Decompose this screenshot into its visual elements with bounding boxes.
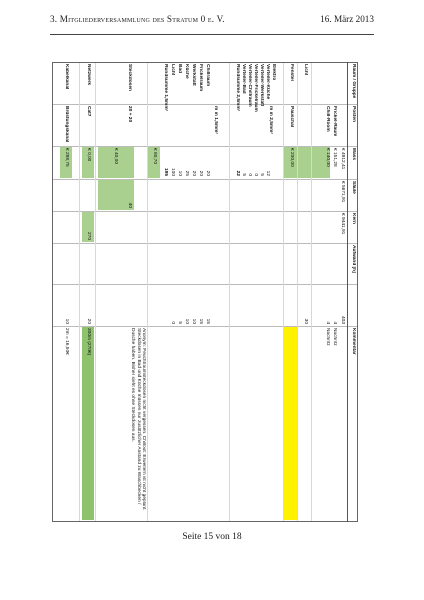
kern-netzwerk: 270 [86, 231, 91, 240]
posten-kabelkanal: Brüstungskanal [64, 106, 69, 143]
total-mass: € 4912,41 [340, 148, 345, 170]
raum-v-werkstatt: Verteiler-Werkstatt [259, 64, 264, 107]
posten-frickel: Frickel-Raum [332, 106, 337, 137]
table-header-row [347, 62, 358, 522]
header-date: 16. März 2013 [320, 14, 374, 24]
mass-frickelraum: 20 [198, 170, 203, 176]
mass-v-werkstatt: 5 [259, 173, 264, 176]
mass-steckdosen: € 40,00 [113, 148, 118, 165]
raum-v-bad: Verteiler-Bad [241, 64, 246, 94]
aufwand-kueche: 10 [184, 318, 189, 324]
header-rule [50, 34, 374, 35]
mass-rundsumme-15: 195 [163, 167, 168, 176]
aufwand-kabelkanal: 10 [64, 318, 69, 324]
kommentar-netzwerk: 300m (270€) [86, 328, 91, 356]
aufwand-licht: 30 [303, 318, 308, 324]
total-kern: € 9441,91 [340, 213, 345, 235]
raum-kabelkanal: Kabelkanal [64, 64, 69, 90]
total-aufwand: 403 [340, 315, 345, 324]
raum-licht2: Licht [170, 64, 175, 76]
aufwand-frickel: 4 [332, 321, 337, 324]
mass-licht2: 100 [170, 167, 175, 176]
aufwand-chill: 4 [325, 321, 330, 324]
kommentar-frickel: Nachritz [332, 328, 337, 346]
aufwand-werkstatt: 10 [191, 318, 196, 324]
raum-kueche: Küche [184, 64, 189, 79]
posten-fenster: Pauschal [289, 106, 294, 128]
col-kern: Kern [351, 213, 356, 224]
mass-rundsumme-25: 22 [235, 170, 240, 176]
mass-chill: € 140,00 [325, 148, 330, 167]
raum-netzwerk: Netzwerk [86, 64, 91, 86]
posten-15mm: m in 1,5mm² [213, 106, 218, 134]
raum-v-chill: Verteiler-Chillraum [247, 64, 252, 107]
kommentar-chill: Nachritz [325, 328, 330, 346]
mass-fenster: € 200,00 [289, 148, 294, 167]
mass-chillraum: 20 [205, 170, 210, 176]
mass-netzwerk: € 0,00 [86, 148, 91, 162]
aufwand-chillraum: 15 [205, 318, 210, 324]
mass-kueche: 25 [184, 170, 189, 176]
posten-chill: Chill-Room [325, 106, 330, 132]
raum-bad: Bad [177, 64, 182, 74]
raum-v-frickel: Verteiler-Frickelraum [253, 64, 258, 112]
posten-steckdosen: 20 + 20 [127, 106, 132, 123]
col-posten: Posten [351, 106, 356, 122]
page-number: Seite 15 von 18 [182, 532, 242, 542]
posten-25mm: m in 2,5mm² [268, 106, 273, 134]
aufwand-frickelraum: 15 [198, 318, 203, 324]
raum-frickelraum: Frickelraum [198, 64, 203, 92]
raum-elektro: Elektro [271, 64, 276, 81]
kommentar-kabelkanal: 2m = 16,50€ [64, 328, 69, 355]
col-mass: Mass [351, 148, 356, 160]
kommentar-steckdosen: Anonym: Feuchtraumsteckdosen nicht verge… [130, 328, 146, 511]
mass-bad: 10 [177, 170, 182, 176]
mass-v-kueche: 12 [265, 170, 270, 176]
mass-kabelkanal: € 288,75 [64, 148, 69, 167]
raum-v-kueche: Verteiler-Küche [265, 64, 270, 100]
section-title: 3. Mitgliederversammlung des Stratum 0 e… [50, 14, 225, 24]
raum-fenster: Fenster [289, 64, 294, 82]
mass-v-bad: 5 [241, 173, 246, 176]
mass-v-chill: 0 [247, 173, 252, 176]
col-saeule: Säule [351, 181, 356, 194]
running-header: 3. Mitgliederversammlung des Stratum 0 e… [50, 14, 374, 30]
aufwand-licht2: 0 [170, 321, 175, 324]
col-raum: Raum / Gruppe [351, 64, 356, 99]
raum-chillraum: Chillraum [205, 64, 210, 87]
mass-frickel: € 151,28 [332, 148, 337, 167]
mass-v-frickel: 0 [253, 173, 258, 176]
aufwand-netzwerk: 20 [86, 318, 91, 324]
raum-licht: Licht [303, 64, 308, 76]
raum-steckdosen: Steckdosen [127, 64, 132, 91]
saeule-steckdosen: 40 [127, 202, 132, 208]
aufwand-bad: 5 [177, 321, 182, 324]
raum-rundsumme-25: Rundsumme 2,5mm² [235, 64, 240, 112]
posten-netzwerk: Cat7 [86, 106, 91, 117]
mass2-rundsumme-15: € 80,70 [152, 148, 157, 165]
total-saeule: € 5671,91 [340, 181, 345, 203]
col-aufwand: Aufwand [h] [351, 245, 356, 273]
col-kommentar: Kommentar [351, 328, 356, 355]
raum-werkstatt: Werkstatt [191, 64, 196, 86]
raum-rundsumme-15: Rundsumme 1,5mm² [163, 64, 168, 112]
cost-table: Raum / Gruppe Posten Mass Säule Kern Auf… [52, 62, 358, 522]
mass-werkstatt: 20 [191, 170, 196, 176]
